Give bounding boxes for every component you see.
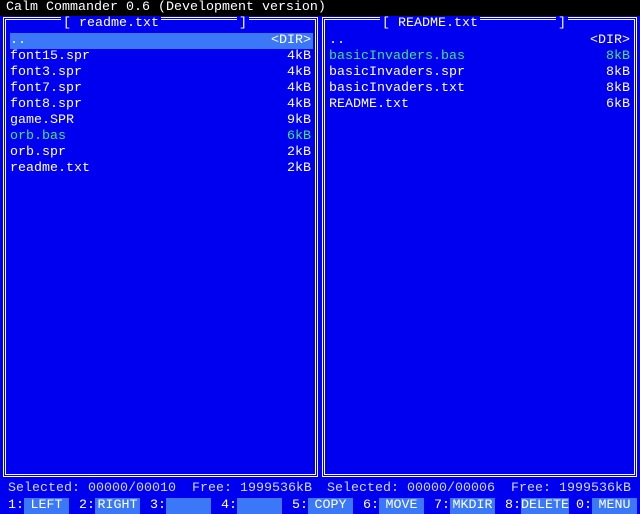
panel-title: [ readme.txt xyxy=(61,16,161,32)
file-row[interactable]: font7.spr 4kB xyxy=(10,81,313,97)
key-number: 4: xyxy=(221,498,237,513)
file-name: README.txt xyxy=(329,97,409,112)
key-label xyxy=(166,498,211,514)
key-label: LEFT xyxy=(24,498,69,514)
file-row[interactable]: font15.spr 4kB xyxy=(10,49,313,65)
key-label: COPY xyxy=(308,498,353,514)
function-key[interactable]: 6: MOVE xyxy=(355,498,426,514)
key-label xyxy=(237,498,282,514)
selected-count: 00000/00010 xyxy=(88,481,176,496)
file-size: 2kB xyxy=(287,161,311,176)
function-key[interactable]: 2: RIGHT xyxy=(71,498,142,514)
file-name: font3.spr xyxy=(10,65,82,80)
file-name: orb.bas xyxy=(10,129,66,144)
file-size: 4kB xyxy=(287,97,311,112)
app-title: Calm Commander 0.6 (Development version) xyxy=(6,0,326,15)
file-name: .. xyxy=(329,33,345,48)
file-row[interactable]: basicInvaders.txt 8kB xyxy=(329,81,632,97)
panel-title-end: ] xyxy=(237,16,249,32)
file-name: basicInvaders.spr xyxy=(329,65,465,80)
status-label: Selected: xyxy=(8,481,80,496)
file-size: <DIR> xyxy=(271,33,311,48)
free-label: Free: xyxy=(192,481,232,496)
file-row[interactable]: README.txt 6kB xyxy=(329,97,632,113)
function-key[interactable]: 0: MENU xyxy=(568,498,639,514)
file-panel[interactable]: .. <DIR> font15.spr 4kB font3.spr 4kB font7.sp… xyxy=(3,17,318,477)
file-name: readme.txt xyxy=(10,161,90,176)
title-bar: Calm Commander 0.6 (Development version) xyxy=(0,0,640,16)
file-size: 2kB xyxy=(287,145,311,160)
key-number: 5: xyxy=(292,498,308,513)
file-size: 9kB xyxy=(287,113,311,128)
key-number: 8: xyxy=(505,498,521,513)
function-key[interactable]: 5: COPY xyxy=(284,498,355,514)
free-space: 1999536kB xyxy=(240,481,312,496)
function-key[interactable]: 8: DELETE xyxy=(497,498,569,514)
file-size: 4kB xyxy=(287,65,311,80)
file-name: font7.spr xyxy=(10,81,82,96)
file-row[interactable]: .. <DIR> xyxy=(329,33,632,49)
file-row[interactable]: .. <DIR> xyxy=(10,33,313,49)
file-name: font8.spr xyxy=(10,97,82,112)
free-space: 1999536kB xyxy=(559,481,631,496)
file-size: 6kB xyxy=(606,97,630,112)
function-key[interactable]: 7: MKDIR xyxy=(426,498,497,514)
key-label: MOVE xyxy=(379,498,424,514)
panel-title: [ README.txt xyxy=(380,16,480,32)
file-name: game.SPR xyxy=(10,113,74,128)
key-number: 1: xyxy=(8,498,24,513)
key-number: 0: xyxy=(576,498,592,513)
file-row[interactable]: readme.txt 2kB xyxy=(10,161,313,177)
file-name: orb.spr xyxy=(10,145,66,160)
file-size: 8kB xyxy=(606,65,630,80)
status-label: Selected: xyxy=(327,481,399,496)
file-size: 6kB xyxy=(287,129,311,144)
key-label: MKDIR xyxy=(450,498,495,514)
key-number: 7: xyxy=(434,498,450,513)
file-panel[interactable]: .. <DIR> basicInvaders.bas 8kB basicInvaders… xyxy=(322,17,637,477)
file-row[interactable]: orb.bas 6kB xyxy=(10,129,313,145)
file-row[interactable]: font8.spr 4kB xyxy=(10,97,313,113)
key-number: 3: xyxy=(150,498,166,513)
free-label: Free: xyxy=(511,481,551,496)
file-size: <DIR> xyxy=(590,33,630,48)
file-name: basicInvaders.bas xyxy=(329,49,465,64)
file-size: 8kB xyxy=(606,81,630,96)
file-name: basicInvaders.txt xyxy=(329,81,465,96)
panel-title-end: ] xyxy=(556,16,568,32)
file-row[interactable]: orb.spr 2kB xyxy=(10,145,313,161)
file-row[interactable]: basicInvaders.spr 8kB xyxy=(329,65,632,81)
file-size: 4kB xyxy=(287,49,311,64)
file-name: .. xyxy=(10,33,26,48)
function-key[interactable]: 1: LEFT xyxy=(0,498,71,514)
file-row[interactable]: font3.spr 4kB xyxy=(10,65,313,81)
function-key-bar: 1: LEFT 2: RIGHT 3: 4: 5: COPY 6: MOVE 7: MKDIR 8: DE… xyxy=(0,498,640,514)
function-key[interactable]: 4: xyxy=(213,498,284,514)
file-size: 4kB xyxy=(287,81,311,96)
key-number: 2: xyxy=(79,498,95,513)
function-key[interactable]: 3: xyxy=(142,498,213,514)
file-row[interactable]: basicInvaders.bas 8kB xyxy=(329,49,632,65)
key-label: MENU xyxy=(592,498,637,514)
file-name: font15.spr xyxy=(10,49,90,64)
file-size: 8kB xyxy=(606,49,630,64)
file-row[interactable]: game.SPR 9kB xyxy=(10,113,313,129)
key-label: DELETE xyxy=(521,498,569,514)
key-label: RIGHT xyxy=(95,498,140,514)
key-number: 6: xyxy=(363,498,379,513)
selected-count: 00000/00006 xyxy=(407,481,495,496)
